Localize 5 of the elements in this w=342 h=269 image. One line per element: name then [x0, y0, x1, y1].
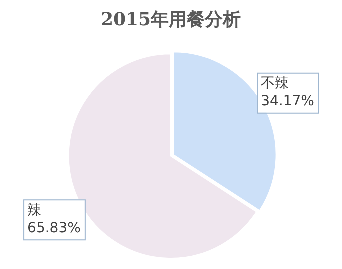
chart-title: 2015年用餐分析	[100, 9, 242, 30]
data-label: 65.83%	[28, 220, 81, 236]
data-label: 34.17%	[261, 94, 314, 110]
slice-label: 不辣	[261, 76, 290, 92]
slice-label: 辣	[28, 202, 42, 218]
